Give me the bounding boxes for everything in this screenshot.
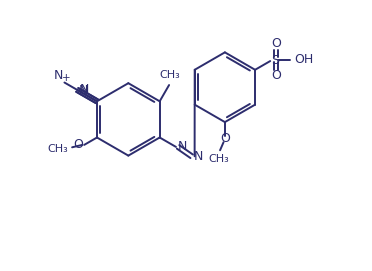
Text: N: N [193, 150, 203, 163]
Text: O: O [271, 37, 281, 50]
Text: N: N [79, 84, 88, 97]
Text: CH₃: CH₃ [209, 154, 230, 164]
Text: CH₃: CH₃ [47, 144, 68, 154]
Text: O: O [220, 132, 230, 145]
Text: CH₃: CH₃ [159, 70, 180, 80]
Text: S: S [271, 54, 279, 67]
Text: O: O [271, 69, 281, 82]
Text: O: O [74, 138, 83, 151]
Text: N: N [79, 83, 89, 96]
Text: N: N [177, 140, 187, 153]
Text: OH: OH [294, 53, 314, 66]
Text: +: + [62, 73, 71, 83]
Text: N: N [54, 69, 63, 82]
